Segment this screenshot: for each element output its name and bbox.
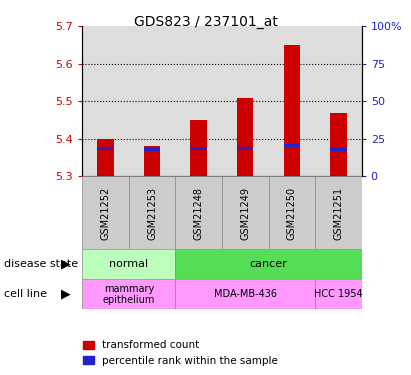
Bar xyxy=(144,148,160,152)
Text: GSM21249: GSM21249 xyxy=(240,187,250,240)
Text: disease state: disease state xyxy=(4,260,78,269)
Text: cell line: cell line xyxy=(4,290,47,299)
Text: cancer: cancer xyxy=(249,260,287,269)
Bar xyxy=(237,98,253,176)
Bar xyxy=(315,26,362,176)
Text: HCC 1954: HCC 1954 xyxy=(314,290,363,299)
Text: ▶: ▶ xyxy=(61,288,71,301)
Bar xyxy=(222,176,268,249)
Bar xyxy=(82,279,175,309)
Bar xyxy=(175,176,222,249)
Bar xyxy=(284,144,300,147)
Bar xyxy=(330,148,346,151)
Text: normal: normal xyxy=(109,260,148,269)
Text: GSM21251: GSM21251 xyxy=(333,187,343,240)
Bar xyxy=(268,176,315,249)
Bar xyxy=(129,176,175,249)
Text: mammary
epithelium: mammary epithelium xyxy=(103,284,155,305)
Bar xyxy=(144,146,160,176)
Bar xyxy=(175,279,315,309)
Bar xyxy=(222,26,268,176)
Bar xyxy=(82,249,175,279)
Bar xyxy=(190,120,207,176)
Text: GSM21252: GSM21252 xyxy=(101,187,111,240)
Bar xyxy=(284,45,300,176)
Bar xyxy=(129,26,175,176)
Text: GDS823 / 237101_at: GDS823 / 237101_at xyxy=(134,15,277,29)
Text: GSM21248: GSM21248 xyxy=(194,187,203,240)
Bar xyxy=(82,26,129,176)
Bar xyxy=(330,112,346,176)
Bar xyxy=(175,26,222,176)
Text: ▶: ▶ xyxy=(61,258,71,271)
Legend: transformed count, percentile rank within the sample: transformed count, percentile rank withi… xyxy=(79,336,282,370)
Bar xyxy=(237,147,253,150)
Bar xyxy=(97,147,113,150)
Bar xyxy=(315,279,362,309)
Bar xyxy=(82,176,129,249)
Text: GSM21250: GSM21250 xyxy=(287,187,297,240)
Bar xyxy=(268,26,315,176)
Bar xyxy=(315,176,362,249)
Text: MDA-MB-436: MDA-MB-436 xyxy=(214,290,277,299)
Text: GSM21253: GSM21253 xyxy=(147,187,157,240)
Bar xyxy=(97,139,113,176)
Bar xyxy=(190,147,207,150)
Bar xyxy=(175,249,362,279)
